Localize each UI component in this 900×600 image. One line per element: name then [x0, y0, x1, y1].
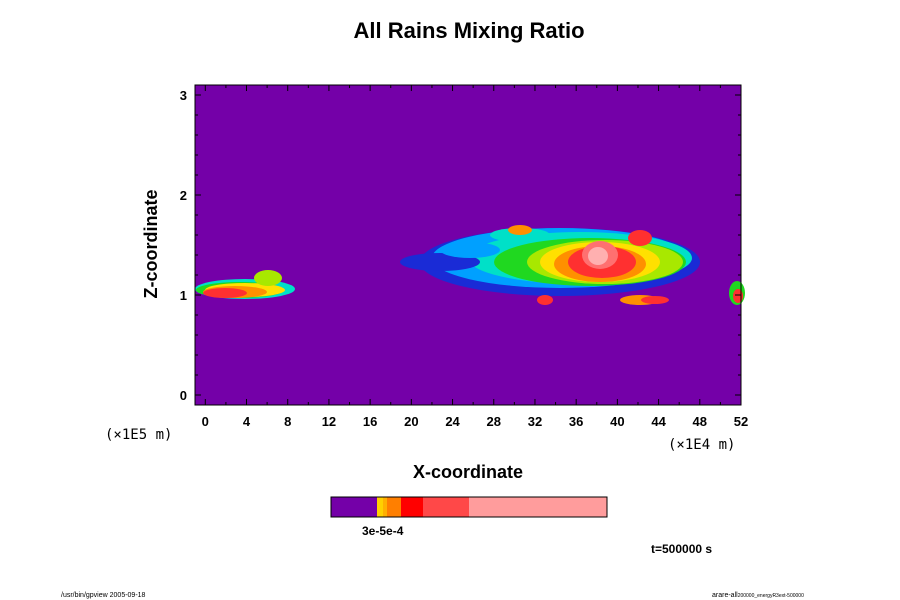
- x-tick-label: 32: [528, 414, 542, 429]
- y-tick-labels: 0 1 2 3: [180, 88, 187, 403]
- colorbar-segment: [423, 497, 469, 517]
- tick-marks: [195, 85, 742, 405]
- x-tick-label: 16: [363, 414, 377, 429]
- rain-contour: [641, 296, 669, 304]
- rain-contour: [508, 225, 532, 235]
- rain-contour: [588, 247, 608, 265]
- x-tick-label: 44: [651, 414, 666, 429]
- footer-right: arare-all200000_energyR3ext-500000: [712, 592, 804, 599]
- x-tick-label: 24: [445, 414, 460, 429]
- x-unit-label: (×1E4 m): [668, 437, 735, 453]
- colorbar: [330, 496, 608, 518]
- plot-frame: [194, 84, 742, 406]
- x-tick-label: 40: [610, 414, 624, 429]
- colorbar-segment: [331, 497, 377, 517]
- colorbar-segment: [401, 497, 423, 517]
- footer-right-main: arare-all: [712, 592, 738, 599]
- colorbar-label: 3e-5e-4: [362, 524, 404, 538]
- colorbar-segment: [383, 497, 387, 517]
- y-axis-title: Z-coordinate: [141, 189, 161, 298]
- x-tick-label: 4: [243, 414, 251, 429]
- time-label: t=500000 s: [651, 542, 712, 556]
- rain-contour: [440, 242, 500, 258]
- x-tick-label: 28: [487, 414, 501, 429]
- footer-left: /usr/bin/gpview 2005-09-18: [61, 592, 146, 599]
- y-tick-label: 0: [180, 388, 187, 403]
- x-tick-label: 8: [284, 414, 291, 429]
- x-tick-label: 36: [569, 414, 583, 429]
- plot-area: [194, 84, 745, 406]
- chart-title: All Rains Mixing Ratio: [353, 18, 584, 43]
- colorbar-segment: [469, 497, 607, 517]
- rain-field: [195, 225, 745, 305]
- rain-contour: [537, 295, 553, 305]
- colorbar-segment: [377, 497, 383, 517]
- x-axis-title: X-coordinate: [413, 462, 523, 482]
- x-tick-label: 48: [693, 414, 707, 429]
- y-unit-label: (×1E5 m): [105, 427, 172, 443]
- rain-contour: [254, 270, 282, 286]
- y-tick-label: 1: [180, 288, 187, 303]
- colorbar-segment: [387, 497, 401, 517]
- footer-right-sub: 200000_energyR3ext-500000: [738, 593, 804, 599]
- x-tick-labels: 0 4 8 12 16 20 24 28 32 36 40 44 48 52: [202, 414, 749, 429]
- x-tick-label: 52: [734, 414, 748, 429]
- x-tick-label: 12: [322, 414, 336, 429]
- y-tick-label: 2: [180, 188, 187, 203]
- rain-contour: [628, 230, 652, 246]
- x-tick-label: 20: [404, 414, 418, 429]
- colorbar-frame: [330, 496, 608, 518]
- rain-contour: [203, 288, 247, 298]
- y-tick-label: 3: [180, 88, 187, 103]
- x-tick-label: 0: [202, 414, 209, 429]
